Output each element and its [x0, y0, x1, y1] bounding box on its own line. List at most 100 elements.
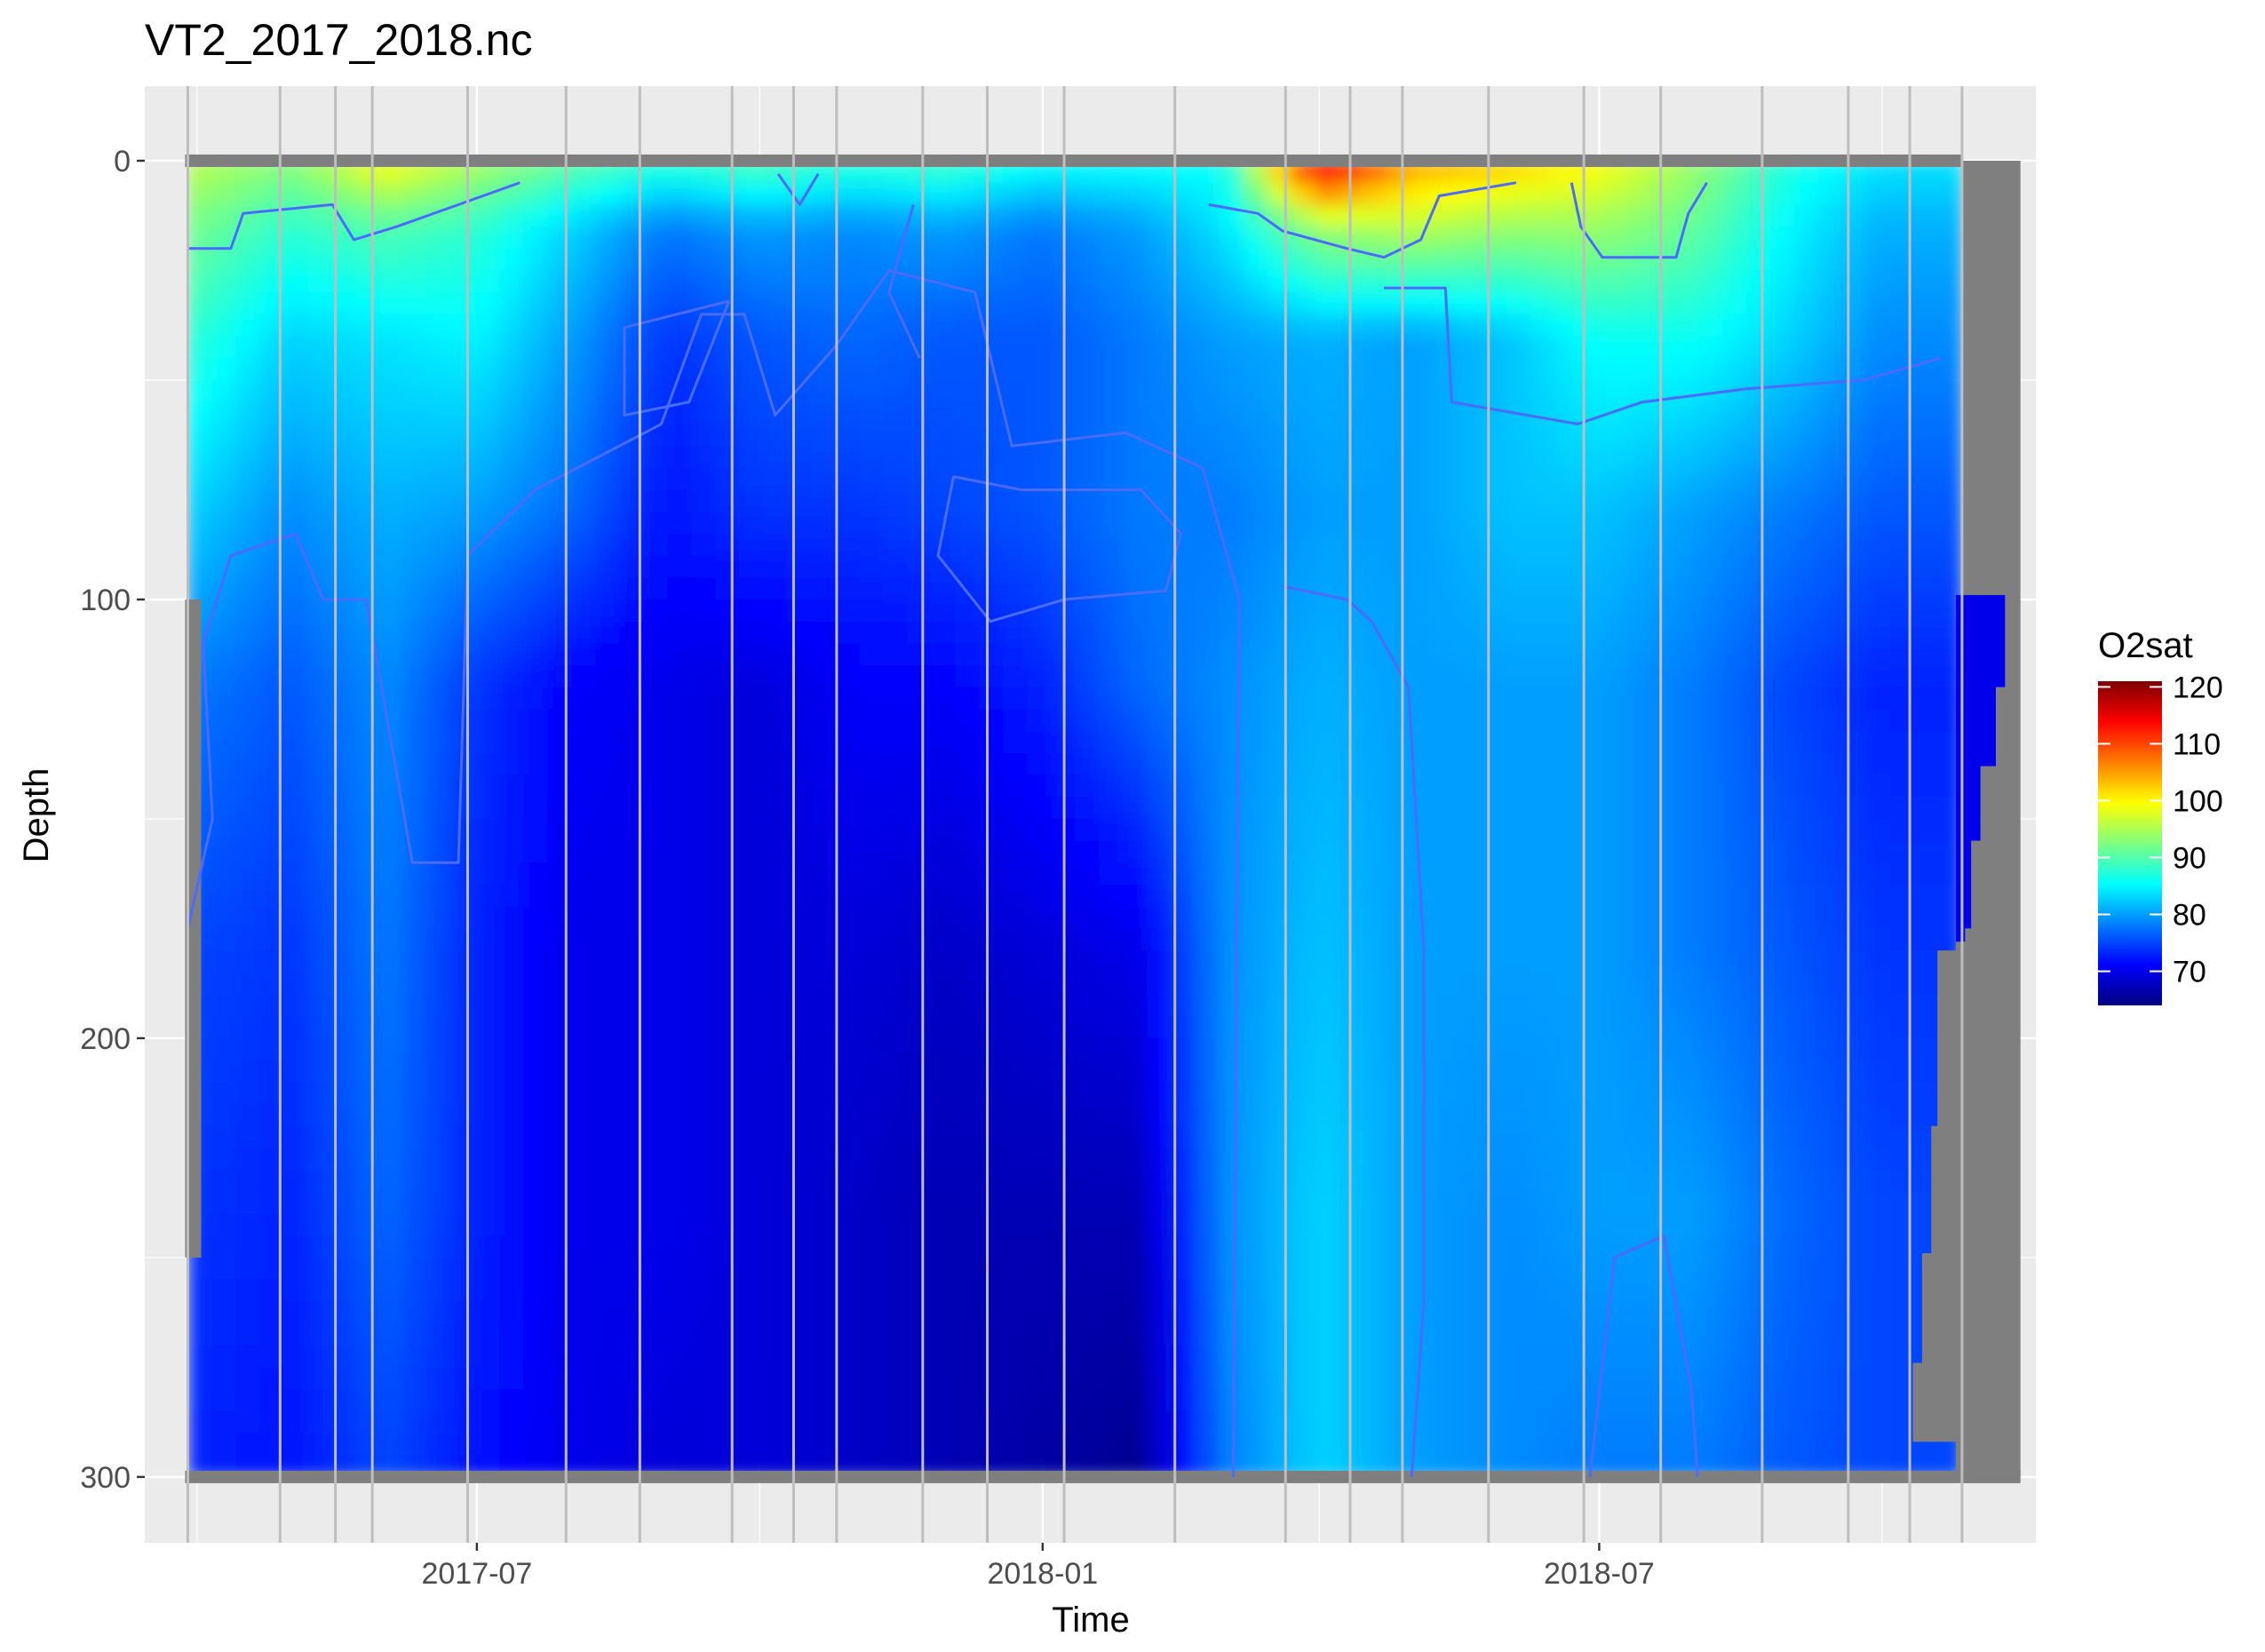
heatmap-cell: [307, 446, 333, 469]
heatmap-cell: [907, 248, 933, 272]
heatmap-cell: [1674, 577, 1699, 600]
legend-tick-label: 120: [2173, 671, 2223, 704]
heatmap-cell: [547, 994, 573, 1018]
heatmap-cell: [1291, 204, 1316, 228]
heatmap-cell: [1291, 885, 1316, 908]
heatmap-cell: [1913, 643, 1939, 667]
heatmap-cell: [1195, 379, 1220, 403]
heatmap-cell: [1195, 1170, 1220, 1193]
heatmap-cell: [283, 994, 309, 1018]
heatmap-cell: [979, 577, 1005, 600]
heatmap-cell: [211, 818, 237, 842]
heatmap-cell: [1745, 885, 1771, 908]
heatmap-cell: [1363, 774, 1388, 798]
heatmap-cell: [715, 1279, 741, 1303]
heatmap-cell: [1315, 336, 1340, 360]
heatmap-cell: [859, 1279, 885, 1303]
heatmap-cell: [1578, 424, 1604, 448]
heatmap-cell: [1841, 489, 1867, 513]
heatmap-cell: [907, 994, 933, 1018]
heatmap-cell: [979, 1125, 1005, 1149]
heatmap-cell: [499, 1257, 525, 1281]
heatmap-cell: [787, 1213, 813, 1237]
heatmap-cell: [1841, 994, 1867, 1018]
heatmap-cell: [1291, 1104, 1316, 1127]
heatmap-cell: [571, 928, 597, 952]
heatmap-cell: [1147, 1301, 1172, 1325]
heatmap-cell: [283, 599, 309, 623]
heatmap-cell: [1099, 1125, 1125, 1149]
heatmap-cell: [403, 467, 429, 491]
heatmap-cell: [499, 512, 525, 535]
heatmap-cell: [1363, 709, 1388, 733]
heatmap-cell: [691, 555, 717, 579]
heatmap-cell: [1626, 1060, 1652, 1084]
heatmap-cell: [1602, 336, 1628, 360]
heatmap-cell: [355, 731, 381, 754]
heatmap-cell: [1841, 797, 1867, 820]
heatmap-cell: [1865, 314, 1891, 338]
heatmap-cell: [1387, 577, 1412, 600]
heatmap-cell: [355, 1301, 381, 1325]
heatmap-cell: [1530, 906, 1556, 930]
heatmap-cell: [523, 248, 549, 272]
heatmap-cell: [1865, 1170, 1891, 1193]
heatmap-cell: [1075, 950, 1101, 973]
heatmap-cell: [1721, 292, 1747, 315]
heatmap-cell: [1626, 950, 1652, 973]
heatmap-cell: [1721, 1037, 1747, 1061]
heatmap-cell: [1554, 1323, 1580, 1346]
heatmap-cell: [427, 972, 453, 996]
heatmap-cell: [235, 665, 261, 688]
heatmap-cell: [1315, 1060, 1340, 1084]
heatmap-cell: [1650, 1148, 1675, 1171]
heatmap-cell: [1721, 1367, 1747, 1391]
heatmap-cell: [1075, 1060, 1101, 1084]
heatmap-cell: [355, 1016, 381, 1039]
heatmap-cell: [1721, 182, 1747, 206]
heatmap-cell: [1865, 533, 1891, 557]
heatmap-cell: [547, 336, 573, 360]
heatmap-cell: [427, 621, 453, 645]
heatmap-cell: [1745, 774, 1771, 798]
heatmap-cell: [1363, 379, 1388, 403]
heatmap-cell: [1506, 226, 1532, 250]
heatmap-cell: [739, 774, 765, 798]
heatmap-cell: [307, 599, 333, 623]
heatmap-cell: [1889, 1125, 1915, 1149]
heatmap-cell: [187, 533, 213, 557]
heatmap-cell: [1841, 862, 1867, 886]
heatmap-cell: [1363, 687, 1388, 711]
heatmap-cell: [715, 797, 741, 820]
heatmap-cell: [1937, 512, 1963, 535]
heatmap-cell: [1698, 731, 1723, 754]
heatmap-cell: [811, 1389, 837, 1412]
heatmap-cell: [211, 1301, 237, 1325]
heatmap-cell: [859, 862, 885, 886]
heatmap-cell: [451, 226, 477, 250]
heatmap-cell: [1650, 862, 1675, 886]
heatmap-cell: [643, 1433, 669, 1457]
heatmap-cell: [403, 270, 429, 294]
heatmap-cell: [1075, 621, 1101, 645]
heatmap-cell: [571, 1345, 597, 1369]
heatmap-cell: [715, 512, 741, 535]
heatmap-cell: [667, 226, 693, 250]
heatmap-cell: [235, 752, 261, 776]
heatmap-cell: [283, 1037, 309, 1061]
heatmap-cell: [1889, 797, 1915, 820]
heatmap-cell: [547, 972, 573, 996]
heatmap-cell: [955, 643, 981, 667]
heatmap-cell: [523, 1148, 549, 1171]
heatmap-cell: [1267, 994, 1292, 1018]
heatmap-cell: [739, 1323, 765, 1346]
heatmap-cell: [1147, 1082, 1172, 1106]
heatmap-cell: [1626, 1389, 1652, 1412]
heatmap-cell: [1721, 1235, 1747, 1259]
heatmap-cell: [1123, 599, 1148, 623]
heatmap-cell: [931, 358, 957, 381]
heatmap-cell: [1626, 1125, 1652, 1149]
heatmap-cell: [1482, 1082, 1508, 1106]
heatmap-cell: [1769, 665, 1795, 688]
heatmap-cell: [1123, 885, 1148, 908]
